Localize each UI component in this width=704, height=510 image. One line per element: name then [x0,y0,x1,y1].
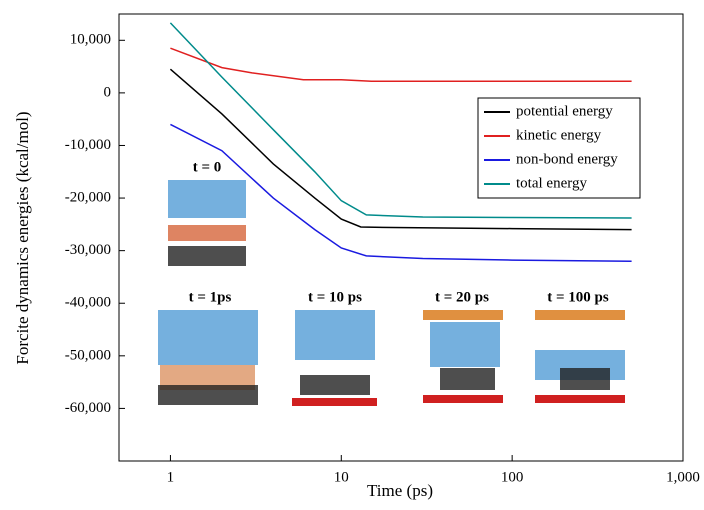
y-tick-label: -10,000 [65,137,111,153]
inset-blob [535,310,625,320]
inset-blob [423,395,503,403]
annotation: t = 1ps [189,289,232,305]
series-line [170,47,632,83]
legend-label: total energy [516,175,587,191]
y-axis-title: Forcite dynamics energies (kcal/mol) [13,111,32,364]
y-tick-label: -30,000 [65,242,111,258]
inset-blob [440,368,495,390]
annotation: t = 100 ps [547,289,609,305]
x-tick-label: 1,000 [666,469,700,485]
x-tick-label: 10 [334,469,349,485]
y-tick-label: -60,000 [65,400,111,416]
annotation: t = 20 ps [435,289,489,305]
x-tick-label: 1 [167,469,175,485]
y-tick-label: 0 [104,84,112,100]
series-line [169,22,632,219]
legend-label: kinetic energy [516,127,602,143]
inset-blob [158,310,258,365]
inset-blob [430,322,500,367]
insets [150,175,630,430]
annotation: t = 0 [193,159,222,175]
inset-blob [168,246,246,266]
y-tick-label: -40,000 [65,295,111,311]
series-line [170,123,632,262]
x-tick-label: 100 [501,469,524,485]
y-tick-label: -20,000 [65,189,111,205]
annotation: t = 10 ps [308,289,362,305]
inset-blob [423,310,503,320]
inset-blob [168,180,246,218]
inset-blob [168,225,246,241]
legend-label: potential energy [516,103,613,119]
series-line [169,68,632,231]
y-tick-label: -50,000 [65,347,111,363]
legend-box [477,97,641,199]
inset-blob [300,375,370,395]
inset-blob [292,398,377,406]
inset-blob [295,310,375,360]
inset-blob [560,368,610,390]
plot-frame [118,13,684,462]
inset-blob [158,385,258,405]
x-axis-title: Time (ps) [367,481,433,500]
legend-label: non-bond energy [516,151,618,167]
y-tick-label: 10,000 [70,32,111,48]
inset-blob [535,395,625,403]
